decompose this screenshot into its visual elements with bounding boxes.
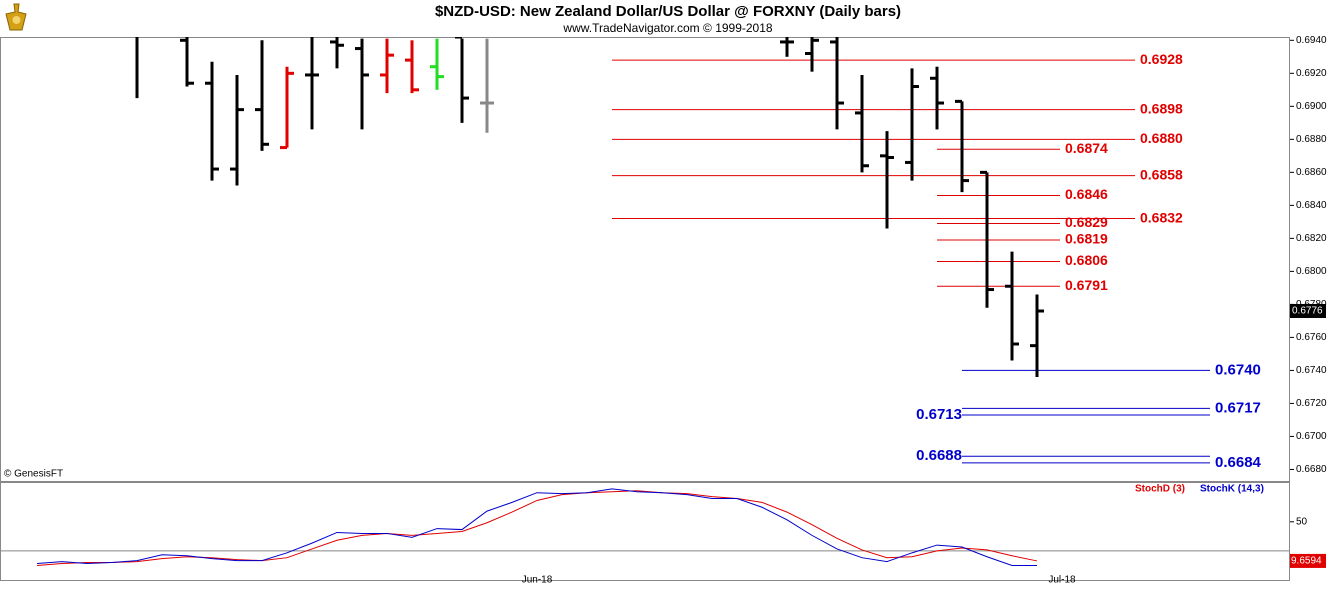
- level-label: 0.6684: [1215, 454, 1262, 471]
- y-tick-label: 0.6800: [1296, 266, 1327, 277]
- level-label: 0.6740: [1215, 361, 1261, 378]
- level-label: 0.6806: [1065, 252, 1108, 268]
- level-label: 0.6717: [1215, 399, 1261, 416]
- y-tick-label: 50: [1296, 516, 1308, 527]
- y-tick-label: 0.6760: [1296, 332, 1327, 343]
- y-tick-label: 0.6940: [1296, 35, 1327, 46]
- legend-entry: StochD (3): [1135, 484, 1185, 495]
- level-label: 0.6829: [1065, 214, 1108, 230]
- x-tick-label: Jul-18: [1048, 575, 1076, 586]
- subtitle: www.TradeNavigator.com © 1999-2018: [562, 21, 772, 35]
- last-value-box: [1290, 553, 1326, 568]
- y-tick-label: 0.6740: [1296, 365, 1327, 376]
- y-tick-label: 0.6680: [1296, 464, 1327, 475]
- logo: [5, 3, 27, 31]
- y-tick-label: 0.6840: [1296, 200, 1327, 211]
- level-label: 0.6874: [1065, 140, 1108, 156]
- y-tick-label: 0.6900: [1296, 101, 1327, 112]
- stoch-line: [36, 488, 1037, 566]
- level-label: 0.6898: [1140, 100, 1183, 116]
- level-label: 0.6819: [1065, 231, 1108, 247]
- legend-entry: StochK (14,3): [1200, 484, 1264, 495]
- level-label: 0.6791: [1065, 277, 1108, 293]
- y-tick-label: 0.6700: [1296, 431, 1327, 442]
- chart-title: $NZD-USD: New Zealand Dollar/US Dollar @…: [435, 3, 901, 20]
- y-tick-label: 0.6880: [1296, 134, 1327, 145]
- level-label: 0.6858: [1140, 166, 1183, 182]
- level-label: 0.6832: [1140, 209, 1183, 225]
- level-label: 0.6880: [1140, 130, 1183, 146]
- last-price: 0.6776: [1292, 306, 1323, 317]
- stoch-panel: [0, 482, 1290, 581]
- level-label: 0.6846: [1065, 186, 1108, 202]
- y-tick-label: 0.6920: [1296, 68, 1327, 79]
- x-tick-label: Jun-18: [522, 575, 553, 586]
- price-panel: [0, 37, 1290, 482]
- y-tick-label: 0.6820: [1296, 233, 1327, 244]
- source: © GenesisFT: [4, 469, 63, 480]
- last-value: 9.6594: [1291, 556, 1322, 567]
- y-tick-label: 0.6720: [1296, 398, 1327, 409]
- y-tick-label: 0.6860: [1296, 167, 1327, 178]
- level-label: 0.6928: [1140, 51, 1183, 67]
- level-label: 0.6713: [916, 406, 962, 423]
- last-price-box: [1290, 303, 1326, 318]
- level-label: 0.6688: [916, 447, 962, 464]
